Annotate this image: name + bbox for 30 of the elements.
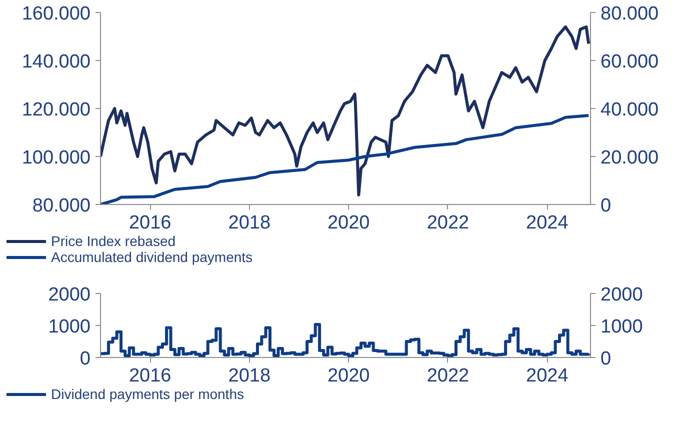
y2-tick-label: 2000 <box>600 284 643 306</box>
y2-tick-label: 40.000 <box>600 100 659 120</box>
y2-tick-label: 60.000 <box>600 52 659 72</box>
x-tick-label: 2018 <box>228 212 271 234</box>
x-tick-label: 2024 <box>526 366 569 386</box>
y-tick-label: 0 <box>80 348 91 370</box>
y-tick-label: 140.000 <box>22 52 91 72</box>
y-tick-label: 160.000 <box>22 4 91 24</box>
y2-tick-label: 80.000 <box>600 4 659 24</box>
x-tick-label: 2018 <box>228 366 271 386</box>
y-tick-label: 80.000 <box>32 196 91 216</box>
y-tick-label: 100.000 <box>22 148 91 168</box>
legend-label: Dividend payments per months <box>51 386 244 402</box>
x-tick-label: 2022 <box>426 366 470 386</box>
line-series <box>100 25 590 196</box>
x-tick-label: 2020 <box>327 212 370 234</box>
legend-label: Price Index rebased <box>51 233 176 249</box>
y2-tick-label: 20.000 <box>600 148 659 168</box>
x-tick-label: 2016 <box>128 366 172 386</box>
x-tick-label: 2022 <box>426 212 470 234</box>
y2-tick-label: 1000 <box>600 316 643 338</box>
x-tick-label: 2020 <box>327 366 370 386</box>
y2-tick-label: 0 <box>600 348 612 370</box>
legend-label: Accumulated dividend payments <box>51 249 253 265</box>
y-tick-label: 120.000 <box>22 100 91 120</box>
y-tick-label: 2000 <box>48 284 91 306</box>
x-tick-label: 2024 <box>526 212 569 234</box>
x-tick-label: 2016 <box>128 212 172 234</box>
y2-tick-label: 0 <box>600 196 612 216</box>
y-tick-label: 1000 <box>48 316 91 338</box>
